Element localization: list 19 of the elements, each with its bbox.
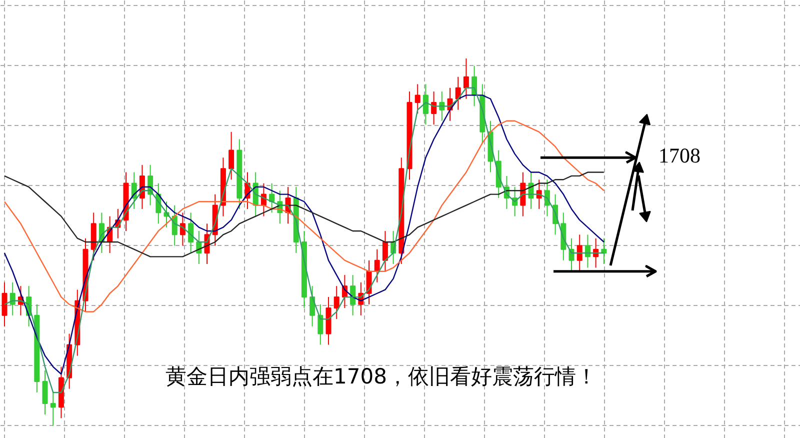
candlestick	[382, 230, 388, 272]
candlestick	[350, 274, 356, 316]
candlestick	[318, 304, 324, 346]
annotation: 黄金日内强弱点在1708，依旧看好震荡行情！	[166, 364, 597, 388]
candlestick	[576, 234, 582, 272]
candlestick	[544, 179, 550, 217]
candlestick	[463, 58, 469, 100]
candlestick	[2, 282, 8, 327]
candlestick	[584, 234, 590, 268]
candlestick	[50, 392, 56, 426]
candlestick	[374, 248, 380, 283]
candlestick	[334, 286, 340, 320]
candlestick	[42, 370, 48, 415]
candlestick	[414, 84, 420, 114]
candlestick	[422, 84, 428, 126]
text: 1708	[658, 144, 700, 168]
candlestick	[310, 286, 316, 327]
candlestick	[228, 131, 234, 180]
candlestick	[188, 212, 194, 254]
